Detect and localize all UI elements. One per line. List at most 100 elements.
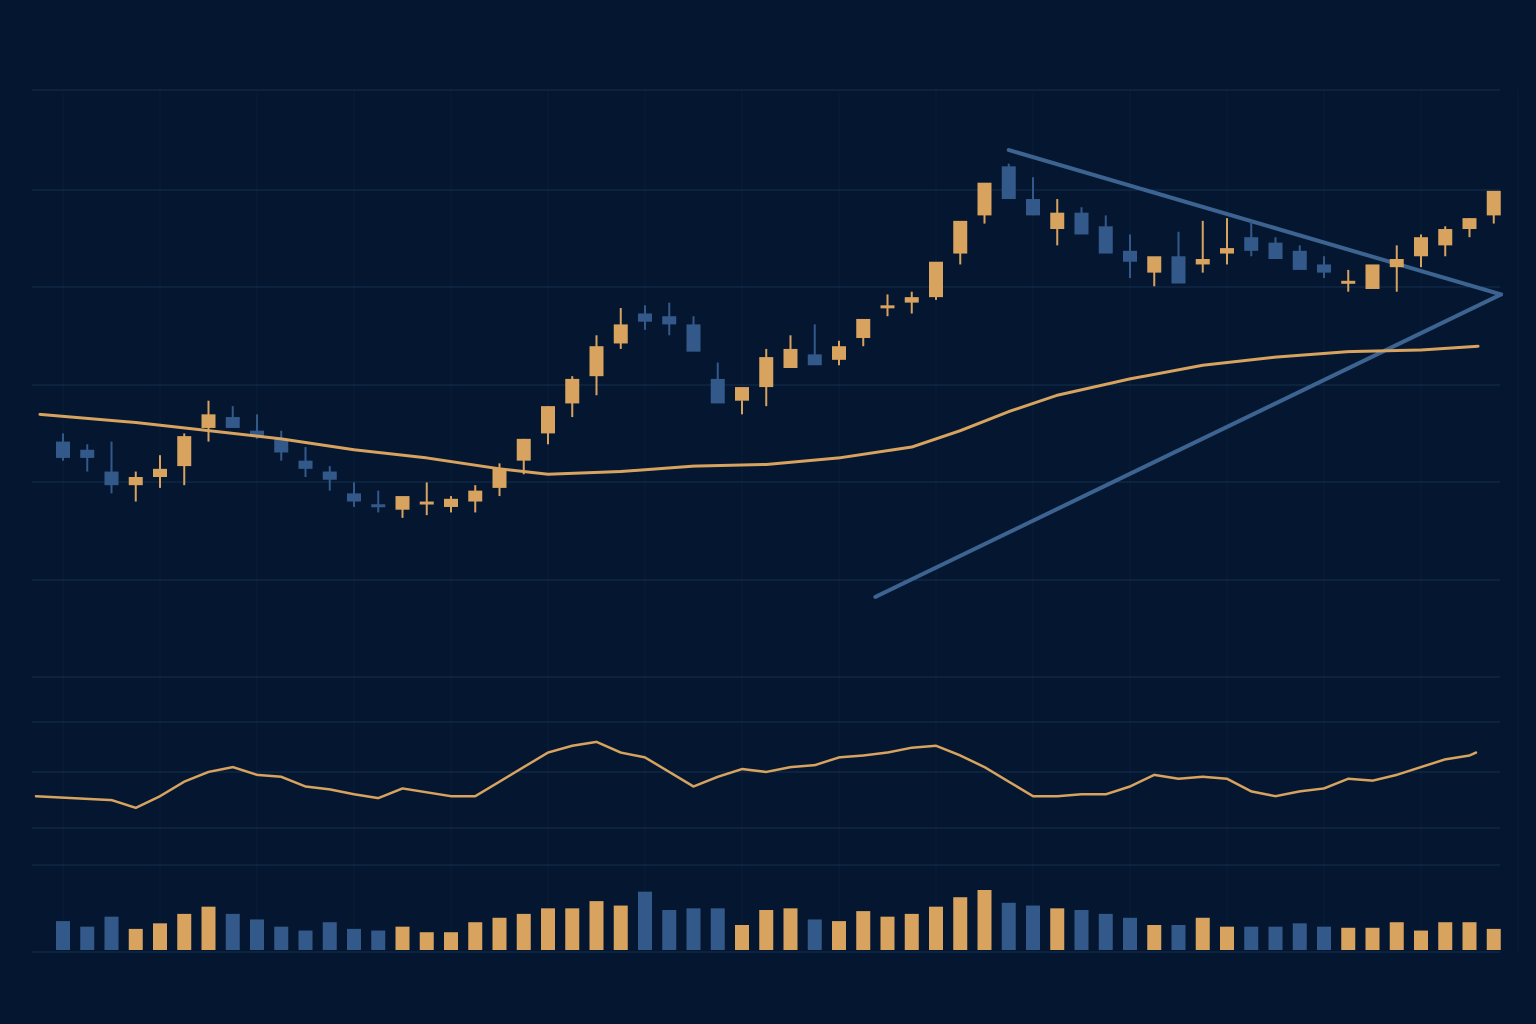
volume-bar <box>856 911 871 950</box>
volume-bar <box>977 890 992 950</box>
candle-body <box>104 471 119 486</box>
candle-body <box>1123 250 1137 262</box>
volume-bar <box>1389 922 1404 950</box>
candle-body <box>977 182 992 216</box>
volume-bar <box>832 921 846 950</box>
candle-body <box>1486 190 1501 216</box>
candle-body <box>322 471 337 480</box>
grid <box>32 89 1519 953</box>
candle-body <box>250 430 264 437</box>
candle-body <box>1438 229 1453 246</box>
volume-bar <box>1147 925 1162 950</box>
candle-body <box>856 318 871 339</box>
volume-bar <box>1098 913 1113 950</box>
candle-body <box>565 378 580 404</box>
candle-body <box>1001 166 1016 200</box>
volume-bar <box>735 925 749 950</box>
candle-body <box>371 504 386 508</box>
volume-bar <box>613 905 628 950</box>
volume-bar <box>250 919 264 950</box>
volume-bar <box>444 932 458 950</box>
candle-body <box>419 501 434 505</box>
candle-body <box>201 414 216 428</box>
volume-bar <box>1414 930 1428 950</box>
candle-body <box>1195 259 1210 265</box>
lower-trendline <box>873 292 1504 599</box>
volume-bar <box>565 908 580 950</box>
volume-bar <box>807 919 822 950</box>
volume-bar <box>1171 925 1186 950</box>
volume-bar <box>177 913 192 950</box>
candle-body <box>710 378 725 404</box>
volume-bar <box>1438 922 1453 950</box>
volume-bar <box>1026 905 1040 950</box>
candle-body <box>880 305 895 309</box>
volume-bar <box>80 926 95 950</box>
candle-body <box>153 468 167 477</box>
volume-bar <box>1365 927 1380 950</box>
volume-bar <box>371 930 386 950</box>
candle-body <box>759 357 774 388</box>
volume-bar <box>1074 910 1089 950</box>
candle-body <box>686 324 701 352</box>
volume-bar <box>395 926 410 950</box>
candle-body <box>1341 280 1356 284</box>
candle-body <box>613 324 628 344</box>
volume-bar <box>1123 917 1137 950</box>
volume-bar <box>1317 926 1331 950</box>
upper-trendline <box>1006 148 1504 297</box>
candle-body <box>395 496 410 510</box>
candle-body <box>80 449 95 458</box>
candle-body <box>832 346 846 360</box>
candle-body <box>589 346 604 377</box>
volume-bar <box>274 926 289 950</box>
volume-bar <box>153 923 167 950</box>
candle-body <box>1098 226 1113 254</box>
volume-bar <box>880 916 895 950</box>
candle-body <box>1389 259 1404 268</box>
candle-body <box>274 438 289 453</box>
candle-body <box>225 417 240 428</box>
candle-body <box>638 313 652 322</box>
candle-body <box>1365 264 1380 289</box>
candle-body <box>1220 248 1234 254</box>
volume-bar <box>468 922 483 950</box>
candle-body <box>1414 237 1428 257</box>
candlestick-series <box>56 163 1501 518</box>
volume-bar <box>783 908 798 950</box>
moving-average-series <box>38 344 1480 476</box>
candle-body <box>444 498 458 507</box>
volume-bar <box>225 913 240 950</box>
volume-bar <box>322 922 337 950</box>
candle-body <box>1292 250 1307 270</box>
volume-bar <box>904 913 919 950</box>
volume-bar <box>56 921 70 950</box>
volume-bar <box>953 897 968 950</box>
volume-bar <box>1001 902 1016 950</box>
volume-bar <box>638 891 652 950</box>
volume-bar <box>710 908 725 950</box>
oscillator-series <box>34 740 1478 810</box>
volume-bar <box>1341 927 1356 950</box>
volume-bar <box>104 916 119 950</box>
moving-average-line <box>38 344 1480 476</box>
volume-bar <box>1050 908 1065 950</box>
candle-body <box>807 354 822 366</box>
candle-body <box>1171 256 1186 284</box>
trendlines <box>873 148 1504 599</box>
volume-bar <box>1292 923 1307 950</box>
volume-bar <box>201 906 216 950</box>
candle-body <box>953 220 968 254</box>
candle-body <box>1268 242 1283 259</box>
volume-series <box>56 890 1501 950</box>
candle-body <box>492 468 507 488</box>
oscillator-line <box>34 740 1478 810</box>
candle-body <box>1026 199 1040 216</box>
volume-bar <box>1268 926 1283 950</box>
volume-bar <box>347 928 361 950</box>
candle-body <box>1074 212 1089 235</box>
candle-body <box>347 493 361 502</box>
volume-bar <box>759 910 774 950</box>
